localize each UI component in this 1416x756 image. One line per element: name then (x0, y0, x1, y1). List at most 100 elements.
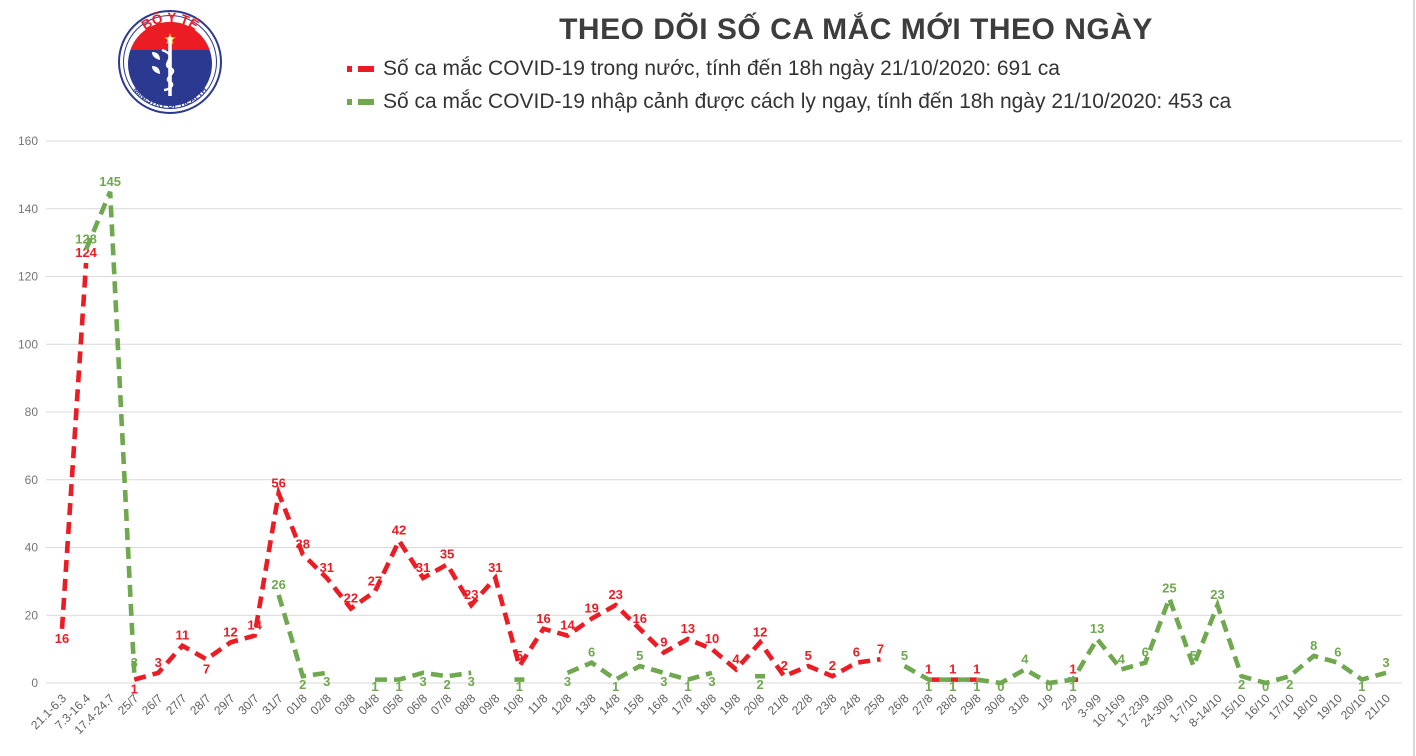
data-label-imported: 3 (660, 674, 667, 689)
data-label-domestic: 5 (516, 648, 523, 663)
data-label-domestic: 124 (75, 245, 97, 260)
series-line-domestic (59, 262, 89, 629)
series-line-domestic (133, 484, 881, 682)
x-axis-label: 17/8 (669, 691, 696, 718)
x-axis-label: 09/8 (476, 691, 503, 718)
x-axis-label: 29/7 (211, 691, 238, 718)
data-label-imported: 25 (1162, 580, 1176, 595)
data-label-imported: 0 (1262, 679, 1269, 694)
logo-top-text-path: BỘ Y TẾ (139, 10, 202, 33)
data-label-imported: 8 (1310, 638, 1317, 653)
data-label-imported: 1 (612, 679, 619, 694)
data-label-domestic: 11 (175, 628, 189, 643)
x-axis-label: 02/8 (308, 691, 335, 718)
data-label-imported: 1 (949, 679, 956, 694)
data-label-imported: 1 (684, 679, 691, 694)
ministry-of-health-logo: ★ BỘ Y TẾ MINISTRY OF HEALTH (118, 10, 222, 114)
data-label-domestic: 19 (584, 601, 598, 616)
data-label-domestic: 12 (223, 624, 237, 639)
data-label-imported: 5 (901, 648, 908, 663)
x-axis-label: 12/8 (548, 691, 575, 718)
data-label-domestic: 10 (705, 631, 719, 646)
x-axis-label: 06/8 (404, 691, 431, 718)
x-axis-label: 24/8 (837, 691, 864, 718)
x-axis-label: 20/8 (741, 691, 768, 718)
data-label-domestic: 35 (440, 546, 454, 561)
data-label-domestic: 16 (536, 611, 550, 626)
data-label-domestic: 13 (681, 621, 695, 636)
data-label-domestic: 6 (853, 645, 860, 660)
legend-label-imported: Số ca mắc COVID-19 nhập cảnh được cách l… (383, 90, 1232, 113)
data-label-domestic: 4 (732, 651, 740, 666)
data-label-imported: 128 (75, 231, 97, 246)
x-axis-label: 07/8 (428, 691, 455, 718)
x-axis-label: 20/10 (1338, 691, 1369, 722)
x-axis-label: 23/8 (813, 691, 840, 718)
series-line-imported (83, 190, 137, 673)
data-label-imported: 4 (1118, 651, 1126, 666)
data-label-domestic: 31 (488, 560, 502, 575)
data-label-imported: 3 (1382, 655, 1389, 670)
x-axis-label: 25/8 (861, 691, 888, 718)
page-title: THEO DÕI SỐ CA MẮC MỚI THEO NGÀY (559, 13, 1153, 46)
x-axis-label: 18/10 (1290, 691, 1321, 722)
x-axis-label: 31/7 (259, 691, 286, 718)
y-axis-tick-label: 160 (18, 134, 38, 148)
data-label-domestic: 16 (55, 631, 69, 646)
data-label-domestic: 12 (753, 624, 767, 639)
x-axis-label: 30/8 (982, 691, 1009, 718)
data-label-domestic: 56 (271, 475, 285, 490)
x-axis-label: 10/8 (500, 691, 527, 718)
data-label-domestic: 2 (829, 658, 836, 673)
data-label-imported: 1 (1069, 679, 1076, 694)
data-label-imported: 6 (1142, 645, 1149, 660)
data-label-domestic: 23 (608, 587, 622, 602)
y-axis-tick-label: 120 (18, 270, 38, 284)
data-label-imported: 3 (564, 674, 571, 689)
data-label-imported: 1 (925, 679, 932, 694)
data-label-domestic: 27 (368, 574, 382, 589)
x-axis-label: 22/8 (789, 691, 816, 718)
data-label-domestic: 14 (560, 618, 575, 633)
data-label-imported: 1 (395, 679, 402, 694)
x-axis-label: 04/8 (356, 691, 383, 718)
logo-inner-ring (123, 15, 217, 109)
data-label-imported: 13 (1090, 621, 1104, 636)
data-label-domestic: 1 (949, 662, 956, 677)
data-label-imported: 5 (636, 648, 643, 663)
x-axis-label: 29/8 (957, 691, 984, 718)
legend-item-domestic: Số ca mắc COVID-19 trong nước, tính đến … (347, 57, 1231, 81)
x-axis-label: 31/8 (1006, 691, 1033, 718)
x-axis-label: 16/8 (645, 691, 672, 718)
data-label-domestic: 3 (155, 655, 162, 670)
data-label-domestic: 1 (973, 662, 980, 677)
x-axis-label: 14/8 (596, 691, 623, 718)
series-line-imported (374, 670, 472, 682)
x-axis-label: 17/10 (1266, 691, 1297, 722)
chart-legend: Số ca mắc COVID-19 trong nước, tính đến … (347, 57, 1231, 114)
x-axis-label: 19/10 (1314, 691, 1345, 722)
data-label-domestic: 38 (295, 536, 309, 551)
data-label-domestic: 1 (131, 682, 138, 697)
data-label-imported: 0 (1045, 679, 1052, 694)
series-line-imported (276, 594, 328, 679)
data-label-domestic: 31 (416, 560, 430, 575)
series-line-imported (566, 660, 713, 683)
window-right-edge (1413, 0, 1415, 756)
data-label-imported: 1 (973, 679, 980, 694)
data-label-domestic: 42 (392, 523, 406, 538)
legend-dashed-line-domestic-icon (347, 66, 379, 72)
data-label-imported: 2 (1286, 677, 1293, 692)
data-label-domestic: 16 (633, 611, 647, 626)
data-label-imported: 3 (708, 674, 715, 689)
data-label-domestic: 1 (1069, 662, 1076, 677)
x-axis-label: 16/10 (1242, 691, 1273, 722)
x-axis-label: 26/7 (139, 691, 166, 718)
data-label-domestic: 5 (805, 648, 812, 663)
data-label-imported: 6 (588, 645, 595, 660)
y-axis-tick-label: 0 (31, 676, 38, 690)
y-axis-tick-label: 40 (25, 541, 39, 555)
y-axis-tick-label: 80 (25, 405, 39, 419)
